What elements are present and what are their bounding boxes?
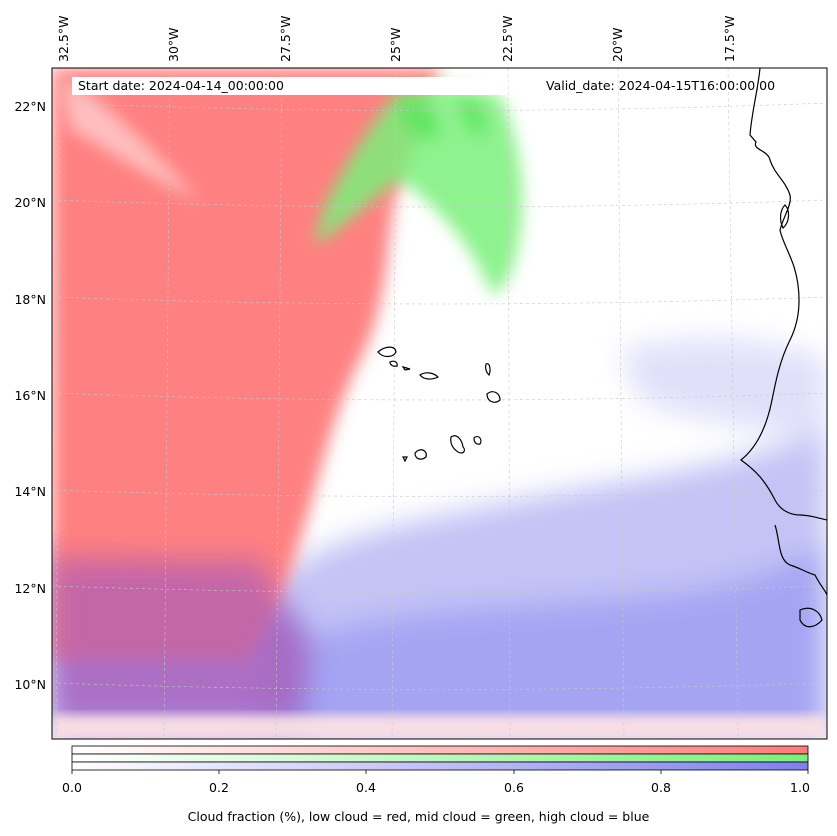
colorbar-tick: 0.8 bbox=[651, 780, 671, 795]
colorbar-mid bbox=[71, 753, 809, 763]
colorbar-high bbox=[71, 761, 809, 771]
lat-label: 22°N bbox=[14, 99, 46, 114]
lat-label: 20°N bbox=[14, 195, 46, 210]
lat-label: 10°N bbox=[14, 677, 46, 692]
colorbar-tick: 1.0 bbox=[790, 780, 810, 795]
cloud-field bbox=[52, 68, 827, 739]
colorbar: 0.0 0.2 0.4 0.6 0.8 1.0 bbox=[62, 745, 810, 795]
valid-date-value: 2024-04-15T16:00:00.00 bbox=[618, 78, 776, 93]
lat-label: 12°N bbox=[14, 581, 46, 596]
lon-label: 32.5°W bbox=[56, 16, 71, 62]
start-date-prefix: Start date: bbox=[78, 78, 145, 93]
map-frame bbox=[51, 67, 828, 740]
lon-label: 30°W bbox=[166, 27, 181, 62]
colorbar-tick: 0.4 bbox=[356, 780, 376, 795]
colorbar-tick: 0.2 bbox=[209, 780, 229, 795]
colorbar-low bbox=[71, 745, 809, 755]
start-date-value: 2024-04-14_00:00:00 bbox=[148, 78, 284, 93]
valid-date-label: Valid_date: 2024-04-15T16:00:00.00 bbox=[540, 77, 781, 95]
colorbar-tick: 0.0 bbox=[62, 780, 82, 795]
lat-label: 16°N bbox=[14, 388, 46, 403]
start-date-label: Start date: 2024-04-14_00:00:00 bbox=[72, 77, 508, 95]
valid-date-prefix: Valid_date: bbox=[546, 78, 615, 93]
latitude-labels: 22°N 20°N 18°N 16°N 14°N 12°N 10°N bbox=[14, 99, 46, 692]
cape-verde-islands bbox=[377, 346, 501, 463]
lon-label: 20°W bbox=[610, 27, 625, 62]
longitude-labels: 32.5°W 30°W 27.5°W 25°W 22.5°W 20°W 17.5… bbox=[56, 16, 737, 62]
lat-label: 18°N bbox=[14, 292, 46, 307]
graticule bbox=[52, 68, 827, 739]
lon-label: 22.5°W bbox=[500, 16, 515, 62]
lon-label: 27.5°W bbox=[278, 16, 293, 62]
coastline bbox=[740, 68, 827, 628]
lon-label: 17.5°W bbox=[722, 16, 737, 62]
lon-label: 25°W bbox=[388, 27, 403, 62]
colorbar-caption: Cloud fraction (%), low cloud = red, mid… bbox=[187, 809, 650, 824]
mid-cloud-layer bbox=[315, 85, 523, 294]
lat-label: 14°N bbox=[14, 484, 46, 499]
colorbar-tick: 0.6 bbox=[504, 780, 524, 795]
